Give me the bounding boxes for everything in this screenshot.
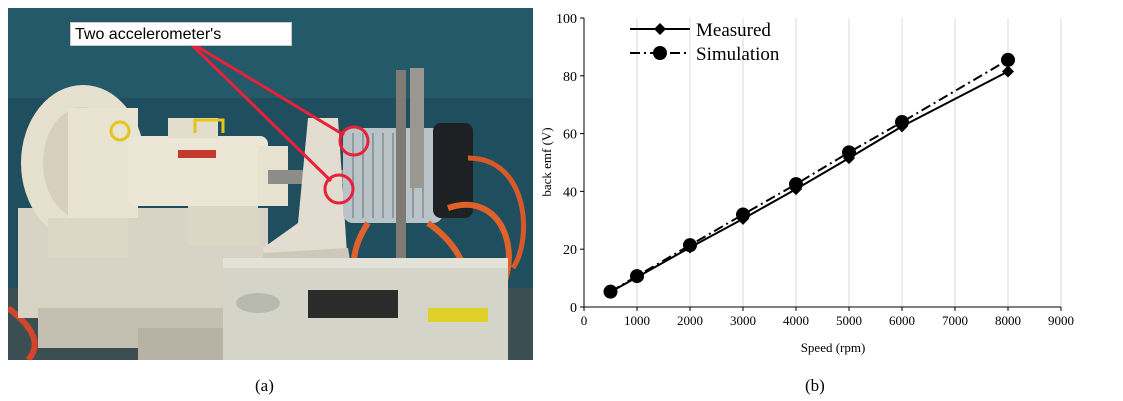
test-rig-photo-image [8, 8, 533, 360]
data-point-measured [737, 212, 749, 225]
y-axis-label: back emf (V) [540, 127, 554, 196]
accelerometer-callout: Two accelerometer's [70, 22, 292, 46]
x-tick-label: 1000 [624, 313, 650, 328]
series-line-measured [610, 70, 1009, 293]
x-tick-label: 4000 [783, 313, 809, 328]
chart-legend: Measured Simulation [630, 20, 780, 65]
back-emf-chart: 0 20 40 60 80 100 0 1000 2000 3000 4000 5000 6000 700… [539, 0, 1123, 370]
y-tick-label: 60 [563, 128, 577, 143]
x-tick-label: 6000 [889, 313, 915, 328]
data-point-measured [1002, 65, 1014, 78]
x-tick-label: 0 [581, 313, 588, 328]
data-point-measured [604, 285, 617, 298]
x-tick-label: 5000 [836, 313, 862, 328]
data-point-measured [843, 152, 855, 165]
x-tick-label: 2000 [677, 313, 703, 328]
x-axis-label: Speed (rpm) [801, 340, 866, 355]
y-tick-label: 40 [563, 185, 577, 200]
chart-series [603, 52, 1015, 299]
y-tick-label: 80 [563, 70, 577, 85]
data-point-measured [896, 120, 908, 133]
y-tick-label: 0 [570, 301, 577, 316]
data-point-measured [790, 183, 802, 196]
test-rig-photo: Two accelerometer's [8, 8, 533, 360]
legend-marker-simulation [653, 46, 667, 60]
data-point-measured [684, 241, 696, 254]
series-line-simulation [609, 59, 1009, 293]
legend-label-simulation: Simulation [696, 44, 780, 65]
x-tick-label: 9000 [1048, 313, 1074, 328]
y-tick-label: 100 [556, 12, 577, 27]
legend-marker-measured [654, 23, 666, 35]
legend-label-measured: Measured [696, 20, 771, 41]
caption-a: (a) [255, 376, 274, 395]
data-point-simulation [1001, 52, 1015, 67]
x-tick-label: 3000 [730, 313, 756, 328]
chart-grid [636, 18, 1062, 307]
caption-b: (b) [805, 376, 825, 395]
data-point-measured [631, 271, 643, 284]
x-tick-label: 7000 [942, 313, 968, 328]
y-tick-label: 20 [563, 243, 577, 258]
x-tick-label: 8000 [995, 313, 1021, 328]
